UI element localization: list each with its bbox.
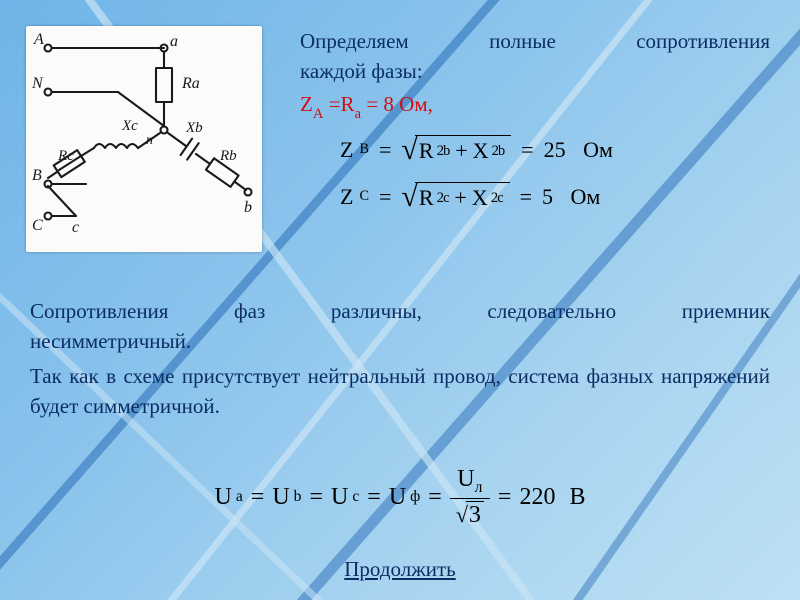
label-Ra: Ra [181,75,200,92]
label-c: c [72,219,79,236]
label-B: B [32,167,42,184]
circuit-diagram: A N B C a Ra n Xc Xb Rb Rc b c [26,26,262,252]
label-C: C [32,217,43,234]
explanation-text: Сопротивления фаз различны, следовательн… [30,296,770,426]
label-b: b [244,199,252,216]
label-Rc: Rc [57,148,74,164]
intro-text: Определяем полные сопротивления [300,26,770,58]
label-Xc: Xc [121,118,138,134]
label-N: N [31,75,44,92]
zc-equation: ZC = √ R2c + X2c = 5 Ом [340,180,770,213]
intro-text-2: каждой фазы: [300,56,770,88]
label-Xb: Xb [185,120,203,136]
za-equation: ZA =Ra = 8 Ом, [300,89,770,123]
label-a: a [170,33,178,50]
label-Rb: Rb [219,148,237,164]
label-A: A [33,31,44,48]
label-n: n [146,133,153,148]
voltage-equation: Ua = Ub = Uc = Uф = Uл √3 = 220 В [0,466,800,528]
continue-link[interactable]: Продолжить [344,557,455,581]
zb-equation: ZB = √ R2b + X2b = 25 Ом [340,133,770,166]
